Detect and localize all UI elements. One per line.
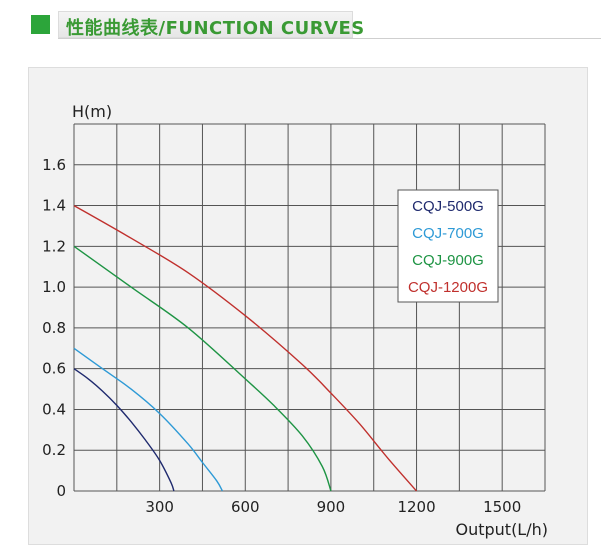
y-tick-label: 0.2 <box>42 441 66 459</box>
section-title: 性能曲线表/FUNCTION CURVES <box>66 18 365 39</box>
y-tick-label: 1.0 <box>42 278 66 296</box>
legend-entry-cqj-700g: CQJ-700G <box>412 225 484 242</box>
x-axis-label: Output(L/h) <box>455 520 548 539</box>
x-tick-label: 300 <box>145 498 174 516</box>
y-tick-label: 0.6 <box>42 360 66 378</box>
y-tick-label: 0 <box>56 482 66 500</box>
legend-entry-cqj-500g: CQJ-500G <box>412 198 484 215</box>
tick-labels: 0 0.2 0.4 0.6 0.8 1.0 1.2 1.4 1.6 300 600 900 1200 15… <box>42 156 521 516</box>
header-rule <box>58 38 601 39</box>
header-band <box>58 11 353 38</box>
y-tick-label: 1.4 <box>42 197 66 215</box>
y-tick-label: 1.2 <box>42 237 66 255</box>
header-accent-square <box>31 15 50 34</box>
legend-box <box>397 189 499 303</box>
series-line-cqj-1200g <box>73 204 418 492</box>
series-line-cqj-900g <box>73 245 332 492</box>
x-tick-label: 600 <box>231 498 260 516</box>
x-tick-label: 1200 <box>397 498 435 516</box>
series-line-cqj-700g <box>73 347 224 492</box>
y-tick-label: 0.4 <box>42 400 66 418</box>
legend-entry-cqj-900g: CQJ-900G <box>412 252 484 269</box>
section-header: 性能曲线表/FUNCTION CURVES <box>0 0 601 44</box>
y-axis-label: H(m) <box>72 102 112 121</box>
legend-entry-cqj-1200g: CQJ-1200G <box>408 279 488 296</box>
y-tick-label: 0.8 <box>42 319 66 337</box>
grid-lines <box>73 123 546 492</box>
x-tick-label: 900 <box>317 498 346 516</box>
curves <box>73 204 418 492</box>
y-tick-label: 1.6 <box>42 156 66 174</box>
series-line-cqj-500g <box>73 368 175 492</box>
legend: CQJ-500G CQJ-700G CQJ-900G CQJ-1200G <box>397 189 499 303</box>
chart-panel <box>28 67 588 545</box>
x-tick-label: 1500 <box>483 498 521 516</box>
